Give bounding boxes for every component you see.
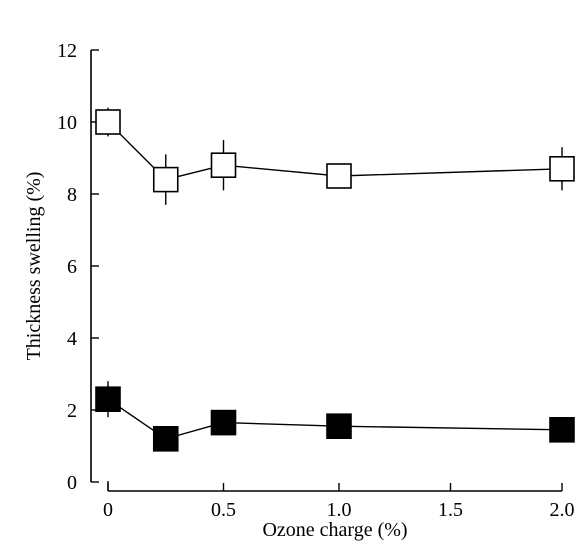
y-tick-label: 6 bbox=[67, 256, 77, 278]
y-tick-label: 12 bbox=[57, 40, 77, 62]
open-square-marker bbox=[210, 152, 237, 178]
y-tick-label: 10 bbox=[57, 112, 77, 134]
x-tick-label: 2.0 bbox=[550, 499, 575, 521]
filled-square-marker bbox=[210, 409, 237, 436]
y-tick-label: 4 bbox=[67, 328, 77, 350]
filled-square-marker bbox=[549, 416, 575, 443]
x-tick-label: 0.5 bbox=[211, 499, 236, 521]
y-tick-label: 8 bbox=[67, 184, 77, 206]
y-axis: 0 2 4 6 8 10 12 bbox=[57, 40, 99, 494]
filled-square-marker bbox=[152, 425, 179, 452]
open-square-marker bbox=[549, 156, 575, 182]
x-tick-label: 0 bbox=[103, 499, 113, 521]
open-square-marker bbox=[95, 109, 121, 135]
open-square-marker bbox=[326, 163, 352, 189]
plot-layer: 0 2 4 6 8 10 12 0 0.5 1.0 1.5 2.0 bbox=[57, 40, 575, 521]
y-tick-label: 0 bbox=[67, 472, 77, 494]
filled-square-marker bbox=[326, 413, 352, 440]
filled-square-marker bbox=[95, 386, 121, 413]
x-axis: 0 0.5 1.0 1.5 2.0 bbox=[103, 481, 575, 521]
x-tick-label: 1.5 bbox=[438, 499, 463, 521]
y-tick-label: 2 bbox=[67, 400, 77, 422]
series-1 bbox=[95, 107, 575, 205]
open-square-marker bbox=[152, 166, 179, 193]
series-layer bbox=[95, 107, 575, 452]
x-tick-label: 1.0 bbox=[327, 499, 352, 521]
series-2 bbox=[95, 381, 575, 452]
x-axis-title: Ozone charge (%) bbox=[262, 519, 407, 541]
y-axis-title: Thickness swelling (%) bbox=[23, 172, 45, 361]
